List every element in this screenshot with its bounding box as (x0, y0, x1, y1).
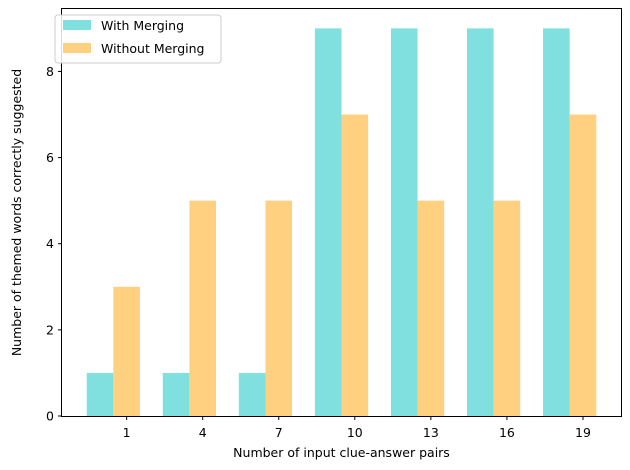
x-axis-label: Number of input clue-answer pairs (233, 445, 450, 460)
bar-without-merging-10 (341, 114, 369, 416)
legend-swatch-with-merging (63, 20, 91, 30)
legend-box (54, 14, 222, 64)
bar-with-merging-4 (162, 372, 190, 416)
y-tick-label-2: 2 (46, 322, 54, 337)
legend-label-with-merging: With Merging (101, 18, 184, 33)
bar-with-merging-13 (390, 28, 418, 417)
legend-label-without-merging: Without Merging (101, 41, 205, 56)
y-tick-label-6: 6 (46, 150, 54, 165)
x-axis: 1 4 7 10 13 16 19 (123, 416, 591, 440)
bar-with-merging-19 (543, 28, 570, 417)
x-tick-label-19: 19 (575, 425, 591, 440)
bar-without-merging-16 (493, 200, 521, 416)
x-tick-label-16: 16 (499, 425, 515, 440)
legend: With Merging Without Merging (54, 14, 222, 64)
bar-with-merging-7 (238, 372, 266, 416)
bar-with-merging-16 (466, 28, 494, 417)
x-tick-label-1: 1 (123, 425, 131, 440)
x-tick-label-7: 7 (275, 425, 283, 440)
bar-without-merging-7 (265, 200, 293, 416)
bar-without-merging-1 (113, 286, 140, 416)
y-tick-label-0: 0 (46, 409, 54, 424)
y-tick-label-4: 4 (46, 236, 54, 251)
plot-frame (61, 8, 622, 417)
x-tick-label-4: 4 (199, 425, 207, 440)
bar-with-merging-1 (86, 372, 114, 416)
legend-swatch-without-merging (63, 43, 91, 53)
x-tick-label-13: 13 (423, 425, 439, 440)
bar-without-merging-19 (569, 114, 597, 416)
bar-without-merging-4 (189, 200, 217, 416)
bar-with-merging-10 (314, 28, 342, 417)
y-axis: 0 2 4 6 8 (46, 64, 62, 424)
y-tick-label-8: 8 (46, 64, 54, 79)
bar-without-merging-13 (417, 200, 445, 416)
x-tick-label-10: 10 (347, 425, 363, 440)
bars-layer (86, 28, 597, 417)
y-axis-label: Number of themed words correctly suggest… (9, 69, 24, 356)
